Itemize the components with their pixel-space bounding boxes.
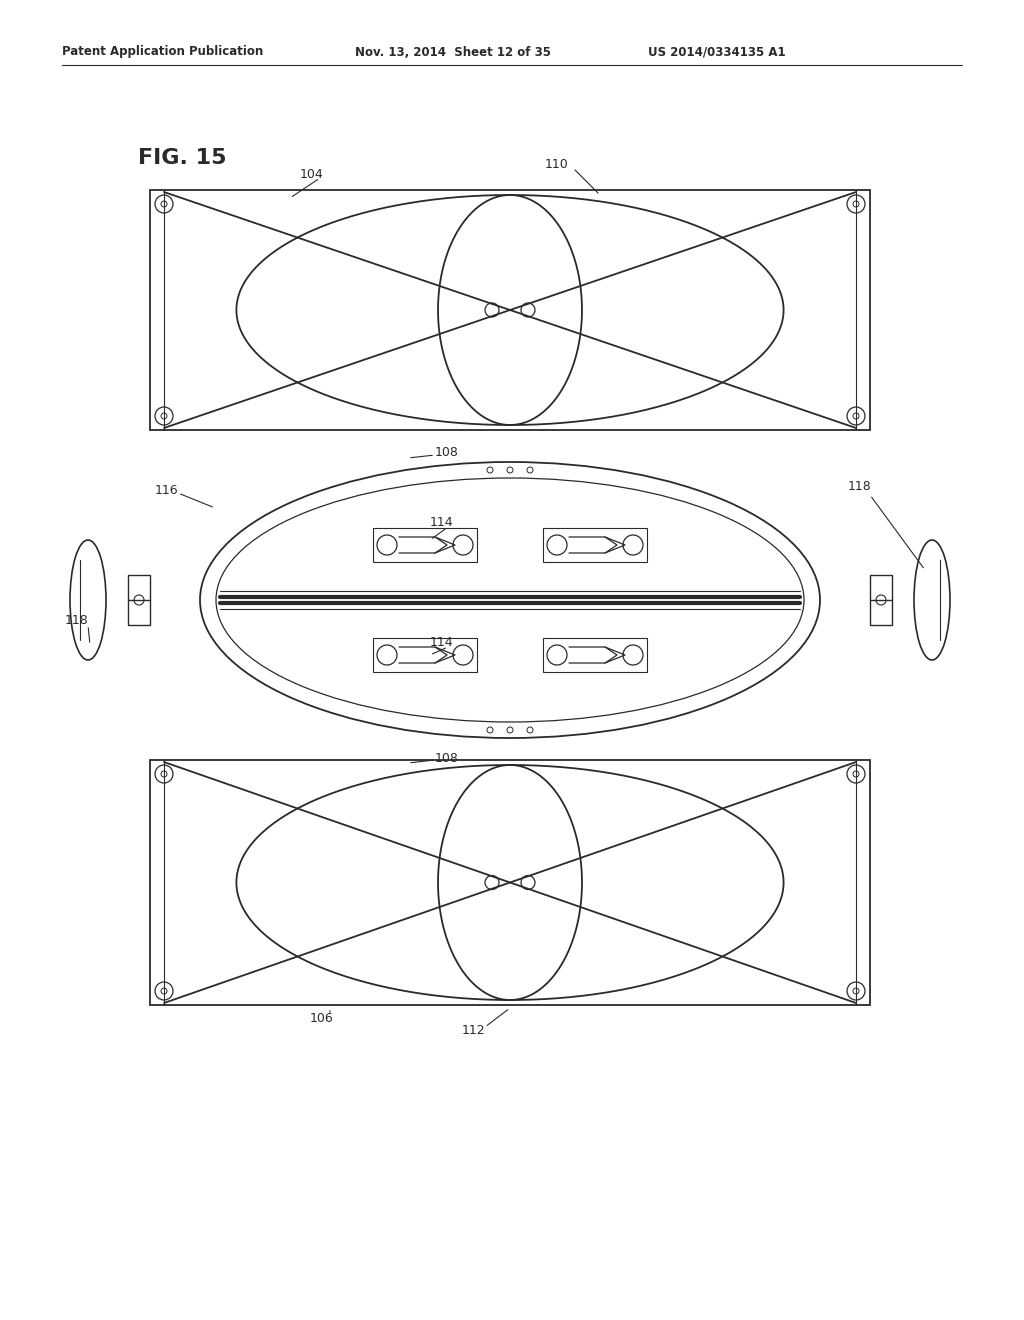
Text: 118: 118 (65, 614, 89, 627)
Text: US 2014/0334135 A1: US 2014/0334135 A1 (648, 45, 785, 58)
Text: Nov. 13, 2014  Sheet 12 of 35: Nov. 13, 2014 Sheet 12 of 35 (355, 45, 551, 58)
Text: 106: 106 (310, 1011, 334, 1024)
Text: 108: 108 (435, 751, 459, 764)
Bar (373, 528, 477, 562)
Text: 118: 118 (848, 480, 871, 494)
Text: 108: 108 (435, 446, 459, 458)
Bar (543, 638, 647, 672)
Bar (128, 576, 150, 624)
Text: 114: 114 (430, 636, 454, 649)
Text: 110: 110 (545, 158, 568, 172)
Bar (150, 760, 870, 1005)
Bar (150, 190, 870, 430)
Text: 112: 112 (462, 1023, 485, 1036)
Text: FIG. 15: FIG. 15 (138, 148, 226, 168)
Text: Patent Application Publication: Patent Application Publication (62, 45, 263, 58)
Bar (543, 528, 647, 562)
Bar (870, 576, 892, 624)
Bar (373, 638, 477, 672)
Text: 116: 116 (155, 483, 178, 496)
Text: 104: 104 (300, 169, 324, 181)
Text: 114: 114 (430, 516, 454, 529)
